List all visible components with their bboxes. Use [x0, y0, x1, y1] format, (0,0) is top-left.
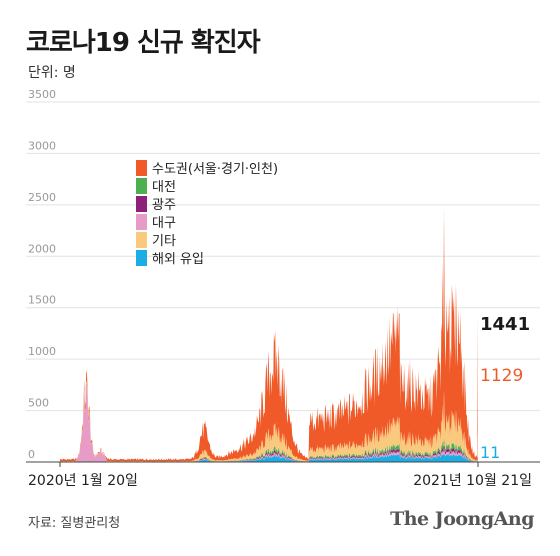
legend-swatch — [136, 160, 147, 176]
y-tick-label: 1500 — [28, 294, 56, 307]
annotations: 1441 1129 11 — [480, 314, 530, 462]
chart-title: 코로나19 신규 확진자 — [26, 28, 261, 58]
y-tick-label: 2500 — [28, 191, 56, 204]
y-axis-ticks: 0 500 1000 1500 2000 2500 3000 3500 — [28, 88, 56, 461]
source-note: 자료: 질병관리청 — [28, 516, 121, 531]
y-tick-label: 1000 — [28, 345, 56, 358]
legend-swatch — [136, 232, 147, 248]
legend-label: 해외 유입 — [152, 252, 204, 267]
legend-swatch — [136, 178, 147, 194]
legend-swatch — [136, 214, 147, 230]
y-tick-label: 3000 — [28, 139, 56, 152]
annotation-total: 1441 — [480, 314, 530, 335]
area-기타 — [60, 380, 478, 462]
legend-label: 대전 — [152, 180, 176, 195]
legend-swatch — [136, 196, 147, 212]
brand-logo: The JoongAng — [390, 508, 534, 530]
area-수도권(서울·경기·인천) — [60, 207, 478, 462]
legend-swatch — [136, 250, 147, 266]
stacked-areas — [60, 207, 478, 462]
x-axis: 2020년 1월 20일 2021년 10월 21일 — [26, 461, 540, 489]
area-해외 유입 — [60, 453, 478, 462]
x-end-label: 2021년 10월 21일 — [413, 473, 532, 489]
y-tick-label: 500 — [28, 397, 49, 410]
legend-label: 수도권(서울·경기·인천) — [152, 162, 278, 177]
x-start-label: 2020년 1월 20일 — [28, 473, 138, 489]
annotation-overseas: 11 — [480, 443, 500, 462]
y-tick-label: 3500 — [28, 88, 56, 101]
legend-label: 기타 — [152, 234, 176, 249]
y-tick-label: 0 — [28, 448, 35, 461]
annotation-capital: 1129 — [480, 366, 523, 386]
area-광주 — [60, 383, 478, 462]
unit-label: 단위: 명 — [28, 65, 76, 81]
y-tick-label: 2000 — [28, 242, 56, 255]
legend-label: 광주 — [152, 198, 176, 213]
legend-label: 대구 — [152, 216, 176, 231]
